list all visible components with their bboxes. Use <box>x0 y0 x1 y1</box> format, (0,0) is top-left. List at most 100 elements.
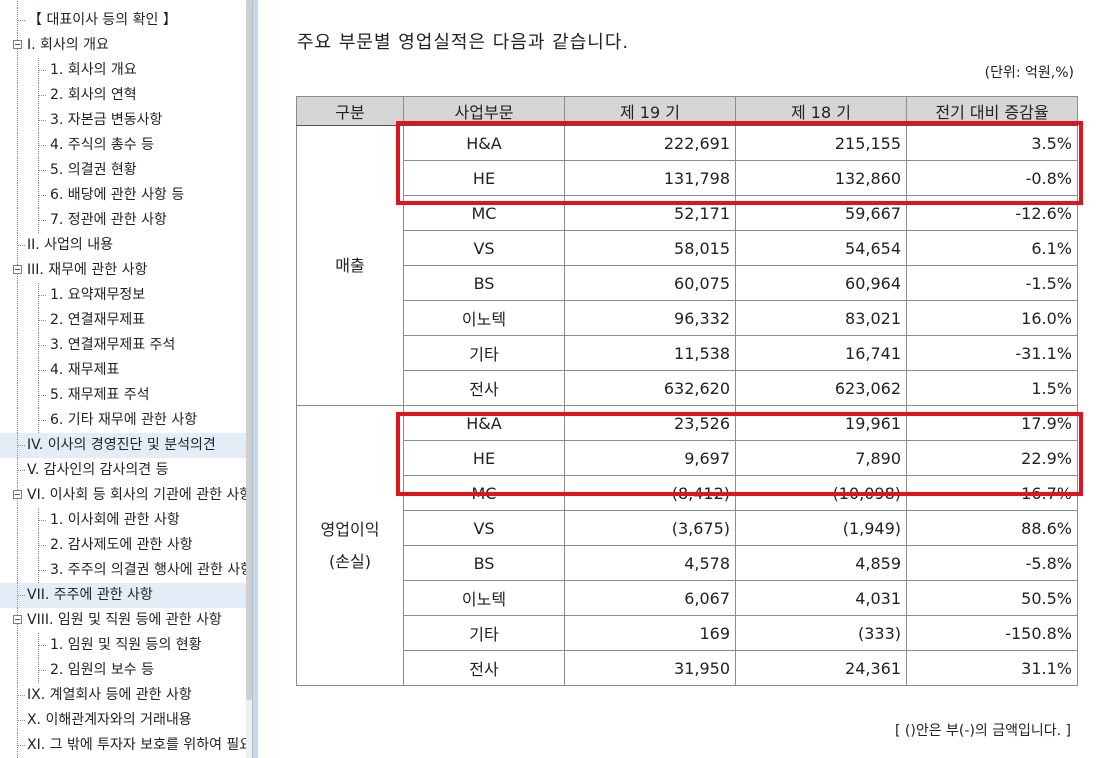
table-body: 매출 H&A 222,691 215,155 3.5% HE 131,798 132,860-… <box>296 125 1078 686</box>
sidebar-item-25[interactable]: VII. 주주에 관한 사항 <box>0 583 252 608</box>
sidebar-item-label: II. 사업의 내용 <box>27 237 114 253</box>
tree-guide-line <box>17 383 18 408</box>
change-rate-cell: -0.8% <box>906 160 1078 196</box>
tree-guide-line <box>17 408 18 433</box>
sidebar-item-27[interactable]: 1. 임원 및 직원 등의 현황 <box>0 633 252 658</box>
tree-branch-line <box>38 545 46 546</box>
tree-branch-line <box>17 470 25 471</box>
change-rate-cell: 22.9% <box>906 440 1078 476</box>
tree-guide-line <box>17 183 18 208</box>
sidebar-item-label: 2. 임원의 보수 등 <box>50 662 154 678</box>
sidebar-item-10[interactable]: 7. 정관에 관한 사항 <box>0 208 252 233</box>
tree-branch-line <box>38 370 46 371</box>
change-rate-cell: 17.9% <box>906 405 1078 441</box>
previous-period-cell: 60,964 <box>735 265 907 301</box>
table-row: 영업이익 (손실) H&A 23,526 19,961 17.9% <box>296 405 1078 686</box>
segment-cell: BS <box>403 265 565 301</box>
sidebar-item-1[interactable]: 사 업 보 고 서 <box>0 0 252 8</box>
header-previous-period: 제 18 기 <box>735 96 907 126</box>
sidebar-item-label: 6. 기타 재무에 관한 사항 <box>50 412 198 428</box>
change-rate-cell: 50.5% <box>906 580 1078 616</box>
collapse-toggle-icon[interactable] <box>13 490 22 499</box>
sidebar-item-22[interactable]: 1. 이사회에 관한 사항 <box>0 508 252 533</box>
sidebar-item-26[interactable]: VIII. 임원 및 직원 등에 관한 사항 <box>0 608 252 633</box>
tree-branch-line <box>38 295 46 296</box>
tree-guide-line <box>17 308 18 333</box>
pane-splitter[interactable] <box>252 0 258 758</box>
sidebar-item-label: 【 대표이사 등의 확인 】 <box>28 12 177 28</box>
table-row: VS (3,675) (1,949) 88.6% <box>297 510 1078 546</box>
sidebar-item-5[interactable]: 2. 회사의 연혁 <box>0 83 252 108</box>
table-row: 이노텍 6,067 4,031 50.5% <box>297 580 1078 616</box>
sidebar-item-label: VII. 주주에 관한 사항 <box>27 587 153 603</box>
document-content: 주요 부문별 영업실적은 다음과 같습니다. (단위: 억원,%) 구분 사업부… <box>257 0 1111 758</box>
sidebar-item-17[interactable]: 5. 재무제표 주석 <box>0 383 252 408</box>
table-row: 이노텍 96,332 83,021 16.0% <box>297 300 1078 336</box>
tree-branch-line <box>38 345 46 346</box>
header-change-rate: 전기 대비 증감율 <box>906 96 1078 126</box>
previous-period-cell: 4,859 <box>735 545 907 581</box>
sidebar-item-label: 5. 재무제표 주석 <box>50 387 150 403</box>
header-current-period: 제 19 기 <box>564 96 736 126</box>
sidebar-item-11[interactable]: II. 사업의 내용 <box>0 233 252 258</box>
collapse-toggle-icon[interactable] <box>13 615 22 624</box>
segment-performance-table: 구분 사업부문 제 19 기 제 18 기 전기 대비 증감율 매출 H&A 222… <box>296 96 1078 686</box>
current-period-cell: (8,412) <box>564 475 736 511</box>
sidebar-scrollbar-thumb[interactable] <box>246 0 252 700</box>
sidebar-item-19[interactable]: IV. 이사의 경영진단 및 분석의견 <box>0 433 252 458</box>
previous-period-cell: 132,860 <box>735 160 907 196</box>
sidebar-item-label: VIII. 임원 및 직원 등에 관한 사항 <box>27 612 222 628</box>
toc-sidebar: 사 업 보 고 서 【 대표이사 등의 확인 】 I. 회사의 개요 1. 회사의 개… <box>0 0 257 758</box>
sidebar-item-20[interactable]: V. 감사인의 감사의견 등 <box>0 458 252 483</box>
tree-guide-line <box>17 508 18 533</box>
previous-period-cell: 7,890 <box>735 440 907 476</box>
tree-branch-line <box>17 695 25 696</box>
header-segment: 사업부문 <box>403 96 565 126</box>
current-period-cell: 169 <box>564 615 736 651</box>
sidebar-item-12[interactable]: III. 재무에 관한 사항 <box>0 258 252 283</box>
current-period-cell: (3,675) <box>564 510 736 546</box>
header-category: 구분 <box>296 96 404 126</box>
current-period-cell: 4,578 <box>564 545 736 581</box>
change-rate-cell: -12.6% <box>906 195 1078 231</box>
tree-branch-line <box>38 570 46 571</box>
change-rate-cell: -1.5% <box>906 265 1078 301</box>
collapse-toggle-icon[interactable] <box>13 40 22 49</box>
previous-period-cell: 215,155 <box>735 125 907 161</box>
sidebar-item-4[interactable]: 1. 회사의 개요 <box>0 58 252 83</box>
tree-branch-line <box>17 720 25 721</box>
sidebar-item-7[interactable]: 4. 주식의 총수 등 <box>0 133 252 158</box>
sidebar-item-31[interactable]: XI. 그 밖에 투자자 보호를 위하여 필요한 사항 <box>0 733 252 758</box>
sidebar-item-3[interactable]: I. 회사의 개요 <box>0 33 252 58</box>
sidebar-item-24[interactable]: 3. 주주의 의결권 행사에 관한 사항 <box>0 558 252 583</box>
sidebar-item-23[interactable]: 2. 감사제도에 관한 사항 <box>0 533 252 558</box>
sidebar-item-13[interactable]: 1. 요약재무정보 <box>0 283 252 308</box>
tree-branch-line <box>38 120 46 121</box>
previous-period-cell: 623,062 <box>735 370 907 406</box>
sidebar-item-21[interactable]: VI. 이사회 등 회사의 기관에 관한 사항 <box>0 483 252 508</box>
sidebar-item-9[interactable]: 6. 배당에 관한 사항 등 <box>0 183 252 208</box>
sidebar-item-30[interactable]: X. 이해관계자와의 거래내용 <box>0 708 252 733</box>
sidebar-item-16[interactable]: 4. 재무제표 <box>0 358 252 383</box>
sidebar-item-label: 2. 연결재무제표 <box>50 312 146 328</box>
category-label: 매출 <box>335 255 365 275</box>
sidebar-item-15[interactable]: 3. 연결재무제표 주석 <box>0 333 252 358</box>
sidebar-item-29[interactable]: IX. 계열회사 등에 관한 사항 <box>0 683 252 708</box>
sidebar-item-18[interactable]: 6. 기타 재무에 관한 사항 <box>0 408 252 433</box>
current-period-cell: 31,950 <box>564 650 736 686</box>
sidebar-item-6[interactable]: 3. 자본금 변동사항 <box>0 108 252 133</box>
sidebar-item-8[interactable]: 5. 의결권 현황 <box>0 158 252 183</box>
current-period-cell: 23,526 <box>564 405 736 441</box>
sidebar-item-14[interactable]: 2. 연결재무제표 <box>0 308 252 333</box>
segment-cell: VS <box>403 510 565 546</box>
sidebar-item-2[interactable]: 【 대표이사 등의 확인 】 <box>0 8 252 33</box>
change-rate-cell: 3.5% <box>906 125 1078 161</box>
table-row: BS 4,578 4,859 -5.8% <box>297 545 1078 581</box>
sidebar-item-label: X. 이해관계자와의 거래내용 <box>27 712 192 728</box>
current-period-cell: 96,332 <box>564 300 736 336</box>
sidebar-item-label: 5. 의결권 현황 <box>50 162 137 178</box>
tree-branch-line <box>38 220 46 221</box>
collapse-toggle-icon[interactable] <box>13 265 22 274</box>
sidebar-item-28[interactable]: 2. 임원의 보수 등 <box>0 658 252 683</box>
table-row: 전사 632,620 623,062 1.5% <box>297 370 1078 406</box>
